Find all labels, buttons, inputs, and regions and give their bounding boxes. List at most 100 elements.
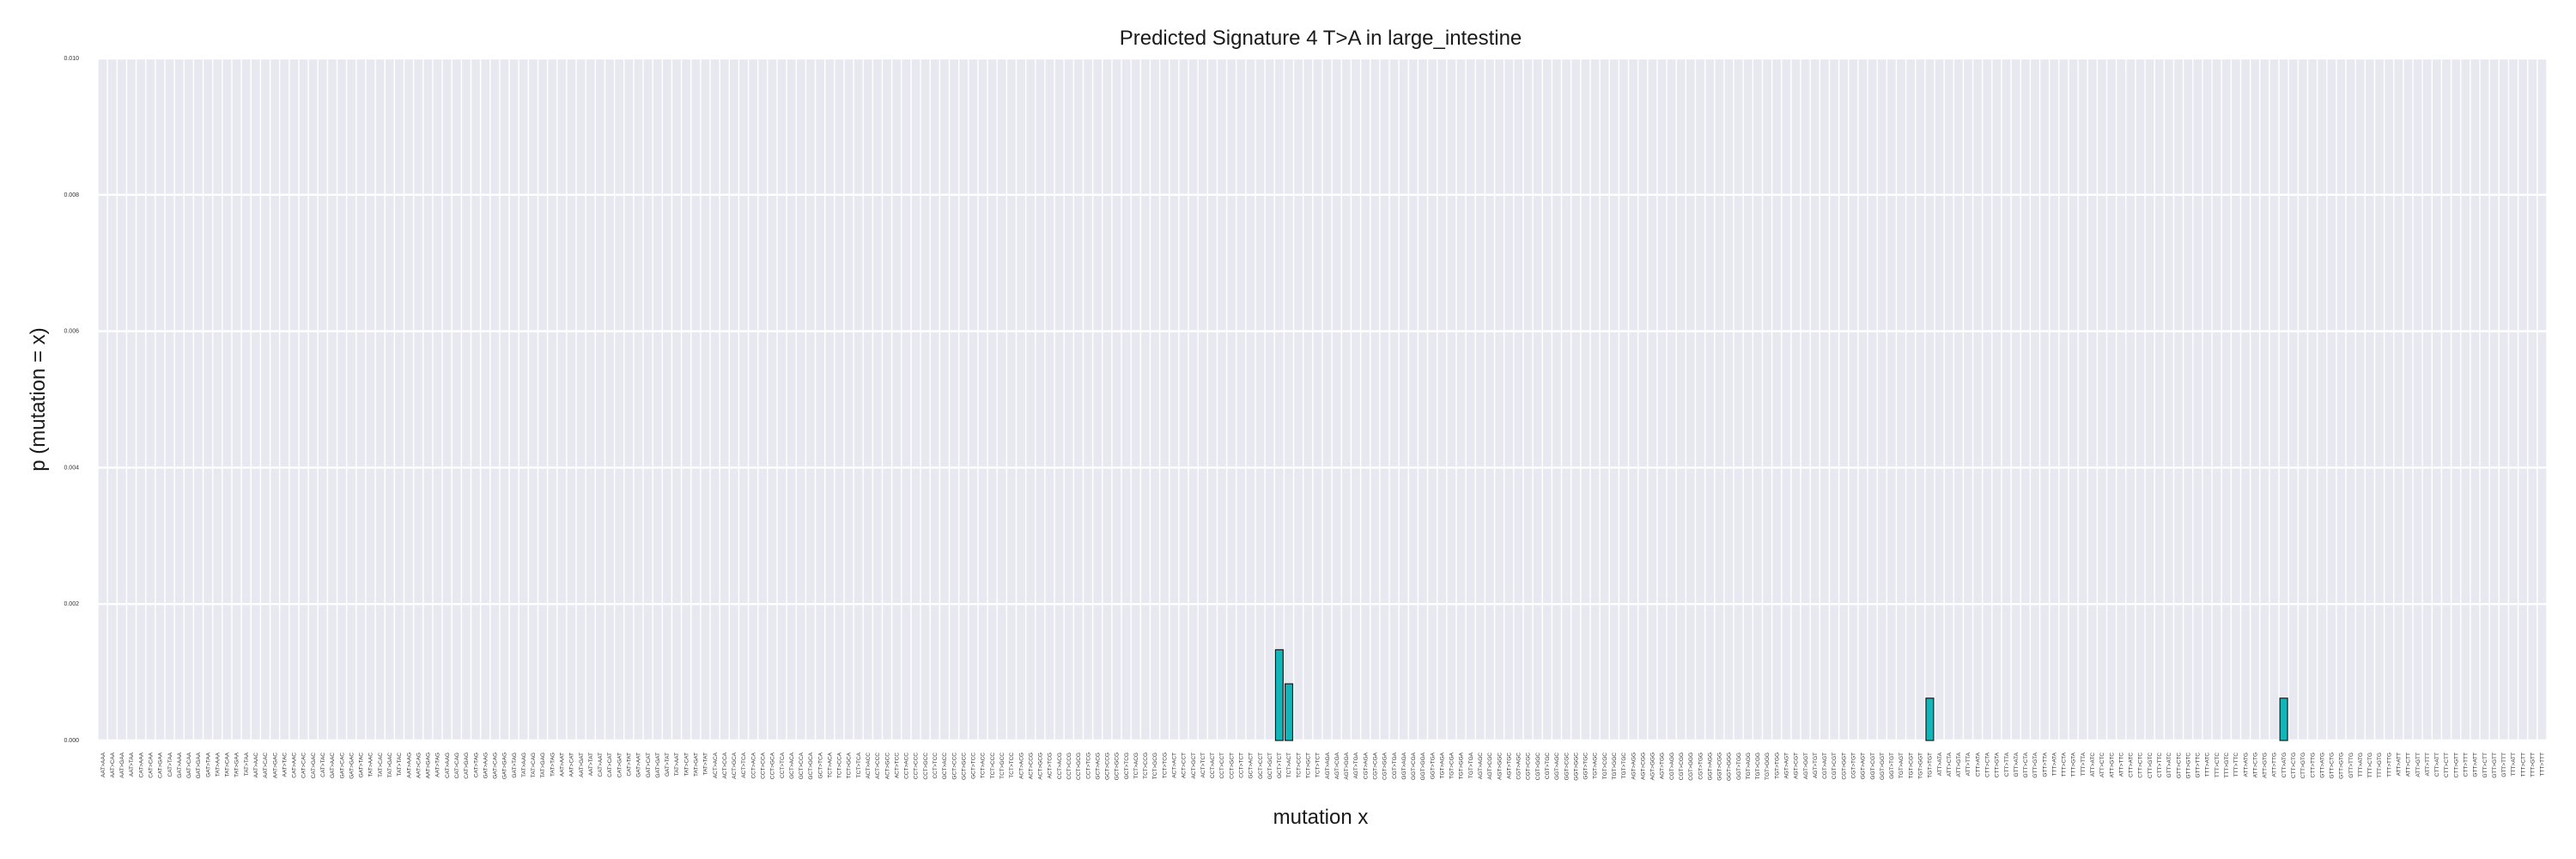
x-tick-label: ACT>CCT [1182,752,1188,778]
x-tick-label: CCT>CCG [1066,752,1072,780]
x-tick-label: TGT>CGC [1602,752,1608,780]
x-tick-label: CGT>GGC [1535,752,1541,781]
x-tick-label: CAT>TAA [167,752,173,777]
x-tick-label: GAT>GAT [655,752,661,778]
x-tick-label: ATT>ATT [2397,752,2403,776]
x-tick-label: GGT>AGT [1861,752,1867,779]
x-tick-label: AAT>AAG [406,752,412,778]
x-tick-label: CTT>TTA [2004,752,2010,777]
x-tick-label: TAT>CAA [225,752,231,777]
x-tick-label: CGT>GGA [1382,752,1388,780]
x-tick-label: TAT>GAT [693,752,699,777]
x-tick-label: GTT>TTT [2501,752,2507,777]
x-tick-label: GGT>AGG [1707,752,1713,780]
x-tick-label: TCT>GCG [1152,752,1158,779]
x-tick-label: TCT>TCC [1009,752,1015,778]
x-tick-label: ACT>TCT [1200,752,1206,777]
x-tick-label: AGT>TGA [1353,752,1359,778]
x-tick-label: AGT>TGG [1660,752,1666,779]
x-tick-label: GTT>ATC [2166,752,2172,778]
x-tick-label: AGT>AGT [1784,752,1790,779]
x-tick-label: GCT>ACT [1249,752,1255,779]
x-tick-label: GAT>GAG [502,752,508,779]
x-tick-label: ACT>ACT [1172,752,1178,778]
x-tick-label: AGT>GGA [1344,752,1350,779]
x-tick-label: GGT>TGG [1736,752,1742,780]
x-tick-label: GCT>GCT [1267,752,1273,779]
x-tick-label: TTT>TTA [2081,752,2087,776]
x-tick-label: CTT>ATG [2281,752,2287,777]
x-tick-label: CAT>TAC [320,752,326,777]
x-tick-label: TAT>TAT [703,752,709,775]
x-tick-label: GGT>GGA [1420,752,1426,780]
x-tick-label: GGT>TGA [1430,752,1436,779]
x-tick-label: CGT>AGA [1363,752,1369,779]
x-tick-label: TTT>CTT [2520,752,2526,777]
x-tick-label: TGT>GGG [1765,752,1771,780]
x-tick-label: TAT>GAC [387,752,393,777]
x-tick-label: GCT>CCT [1258,752,1264,779]
x-tick-label: TCT>ACC [981,752,987,778]
x-tick-label: TTT>ATG [2358,752,2364,777]
x-tick-label: TAT>CAT [683,752,690,777]
x-tick-label: ATT>ATG [2243,752,2249,777]
x-axis-label: mutation x [1273,806,1369,829]
x-tick-label: ATT>GTC [2109,752,2115,778]
x-tick-label: TTT>CTA [2062,752,2068,777]
y-tick-label: 0.006 [64,329,79,335]
y-tick-label: 0.002 [64,601,79,607]
x-tick-label: CCT>CCC [914,752,920,780]
x-tick-label: CTT>CTA [1984,752,1990,777]
x-tick-label: AAT>GAC [272,752,278,778]
x-tick-label: CAT>AAT [598,752,604,777]
x-tick-label: TTT>ATA [2051,752,2057,776]
y-axis-label: p (mutation = x) [27,327,50,471]
x-tick-label: ATT>TTG [2272,752,2278,777]
x-tick-label: TGT>TGC [1621,752,1627,779]
x-tick-label: TTT>CTG [2367,752,2373,777]
x-tick-label: TAT>AAT [674,752,680,776]
x-tick-label: CTT>ATC [2129,752,2135,777]
x-tick-label: GAT>CAT [646,752,652,777]
x-tick-label: ACT>TCG [1048,752,1054,779]
x-tick-label: ACT>GCT [1191,752,1197,779]
x-tick-label: GGT>AGA [1401,752,1407,779]
x-tick-label: CTT>TTT [2464,752,2470,777]
x-tick-label: CAT>AAG [445,752,451,778]
x-tick-label: CCT>ACT [1210,752,1216,778]
x-tick-label: ACT>ACA [713,752,719,778]
x-tick-label: AAT>TAC [282,752,288,777]
x-tick-label: GAT>TAT [665,752,671,777]
x-tick-label: CCT>CCT [1219,752,1225,779]
x-tick-label: AAT>GAG [426,752,432,778]
x-tick-label: TGT>AGC [1593,752,1599,779]
x-tick-label: TAT>AAA [215,752,221,777]
x-tick-label: CCT>ACA [750,752,756,778]
x-tick-label: TCT>GCA [847,752,853,778]
x-tick-label: CAT>GAC [311,752,317,779]
x-axis-ticks: AAT>AAA AAT>CAA AAT>GAA AAT>TAA CAT>AAA CAT>C… [100,752,2546,781]
x-tick-label: CGT>TGG [1698,752,1704,780]
x-tick-label: AAT>AAC [253,752,259,778]
x-tick-label: CGT>CGT [1832,752,1838,779]
x-tick-label: CCT>GCA [770,752,776,779]
x-tick-label: AAT>GAA [119,752,125,777]
x-tick-label: GAT>AAA [177,752,183,777]
x-tick-label: CAT>TAT [627,752,633,777]
x-tick-label: TTT>CTC [2215,752,2221,777]
x-tick-label: TTT>ATT [2511,752,2517,777]
x-tick-label: GTT>ATG [2319,752,2325,778]
bar [1274,649,1284,741]
x-tick-label: ATT>TTC [2118,752,2124,777]
y-axis-ticks: 0.000 0.002 0.004 0.006 0.008 0.010 [64,56,79,744]
x-tick-label: TTT>GTT [2530,752,2536,777]
x-tick-label: CTT>TTC [2157,752,2163,777]
x-tick-label: TAT>GAG [540,752,546,778]
x-tick-label: AGT>GGC [1497,752,1503,780]
x-tick-label: CGT>CGG [1679,752,1685,780]
x-tick-label: TCT>CCA [837,752,843,778]
x-tick-label: AAT>CAC [263,752,269,778]
x-tick-label: TCT>GCT [1305,752,1311,778]
x-tick-label: CTT>CTG [2291,752,2297,778]
x-tick-label: GTT>GTG [2339,752,2345,779]
